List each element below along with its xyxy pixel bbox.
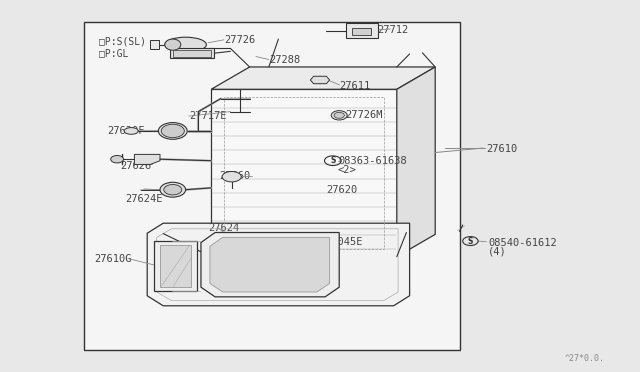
Text: 27620F: 27620F <box>108 126 145 136</box>
Polygon shape <box>211 67 435 89</box>
Polygon shape <box>134 154 160 164</box>
Ellipse shape <box>165 39 181 50</box>
Ellipse shape <box>160 182 186 197</box>
Circle shape <box>111 155 124 163</box>
Polygon shape <box>160 245 191 287</box>
Text: 27288: 27288 <box>269 55 300 64</box>
Text: 27660: 27660 <box>219 171 250 180</box>
Text: <2>: <2> <box>338 165 356 175</box>
Polygon shape <box>173 50 211 57</box>
Circle shape <box>334 112 344 118</box>
Ellipse shape <box>165 37 206 52</box>
Polygon shape <box>352 28 371 35</box>
Polygon shape <box>147 223 410 306</box>
Ellipse shape <box>332 111 348 120</box>
Text: 08363-61638: 08363-61638 <box>338 156 406 166</box>
Text: □P:S(SL): □P:S(SL) <box>99 37 146 46</box>
Circle shape <box>161 124 184 138</box>
Polygon shape <box>154 241 197 291</box>
Polygon shape <box>150 40 159 49</box>
Text: 27611: 27611 <box>285 270 316 280</box>
Polygon shape <box>210 237 330 292</box>
Text: 27045E: 27045E <box>325 237 363 247</box>
Polygon shape <box>201 232 339 297</box>
Text: 27611: 27611 <box>339 81 371 90</box>
Ellipse shape <box>159 123 188 140</box>
Text: 27610G: 27610G <box>95 254 132 263</box>
Polygon shape <box>310 76 330 84</box>
Text: 27726: 27726 <box>224 35 255 45</box>
Text: □P:GL: □P:GL <box>99 48 129 58</box>
Text: ^27*0.0.: ^27*0.0. <box>564 354 605 363</box>
Text: 27717E: 27717E <box>189 111 227 121</box>
Polygon shape <box>397 67 435 257</box>
Text: 27620: 27620 <box>326 186 358 195</box>
Polygon shape <box>211 89 397 257</box>
Text: 08540-61612: 08540-61612 <box>488 238 557 247</box>
Text: S: S <box>330 156 335 165</box>
Text: (4): (4) <box>488 247 507 256</box>
Text: S: S <box>468 237 473 246</box>
Ellipse shape <box>124 128 138 134</box>
Polygon shape <box>346 23 378 38</box>
Polygon shape <box>170 48 214 58</box>
Text: 27624E: 27624E <box>125 195 163 204</box>
Ellipse shape <box>222 171 241 182</box>
Text: 27712: 27712 <box>378 25 409 35</box>
Bar <box>84 22 460 350</box>
Text: 27624: 27624 <box>209 223 240 232</box>
Circle shape <box>164 185 182 195</box>
Text: 27610: 27610 <box>486 144 518 154</box>
Text: 27726M: 27726M <box>346 110 383 120</box>
Text: 27626: 27626 <box>120 161 152 170</box>
